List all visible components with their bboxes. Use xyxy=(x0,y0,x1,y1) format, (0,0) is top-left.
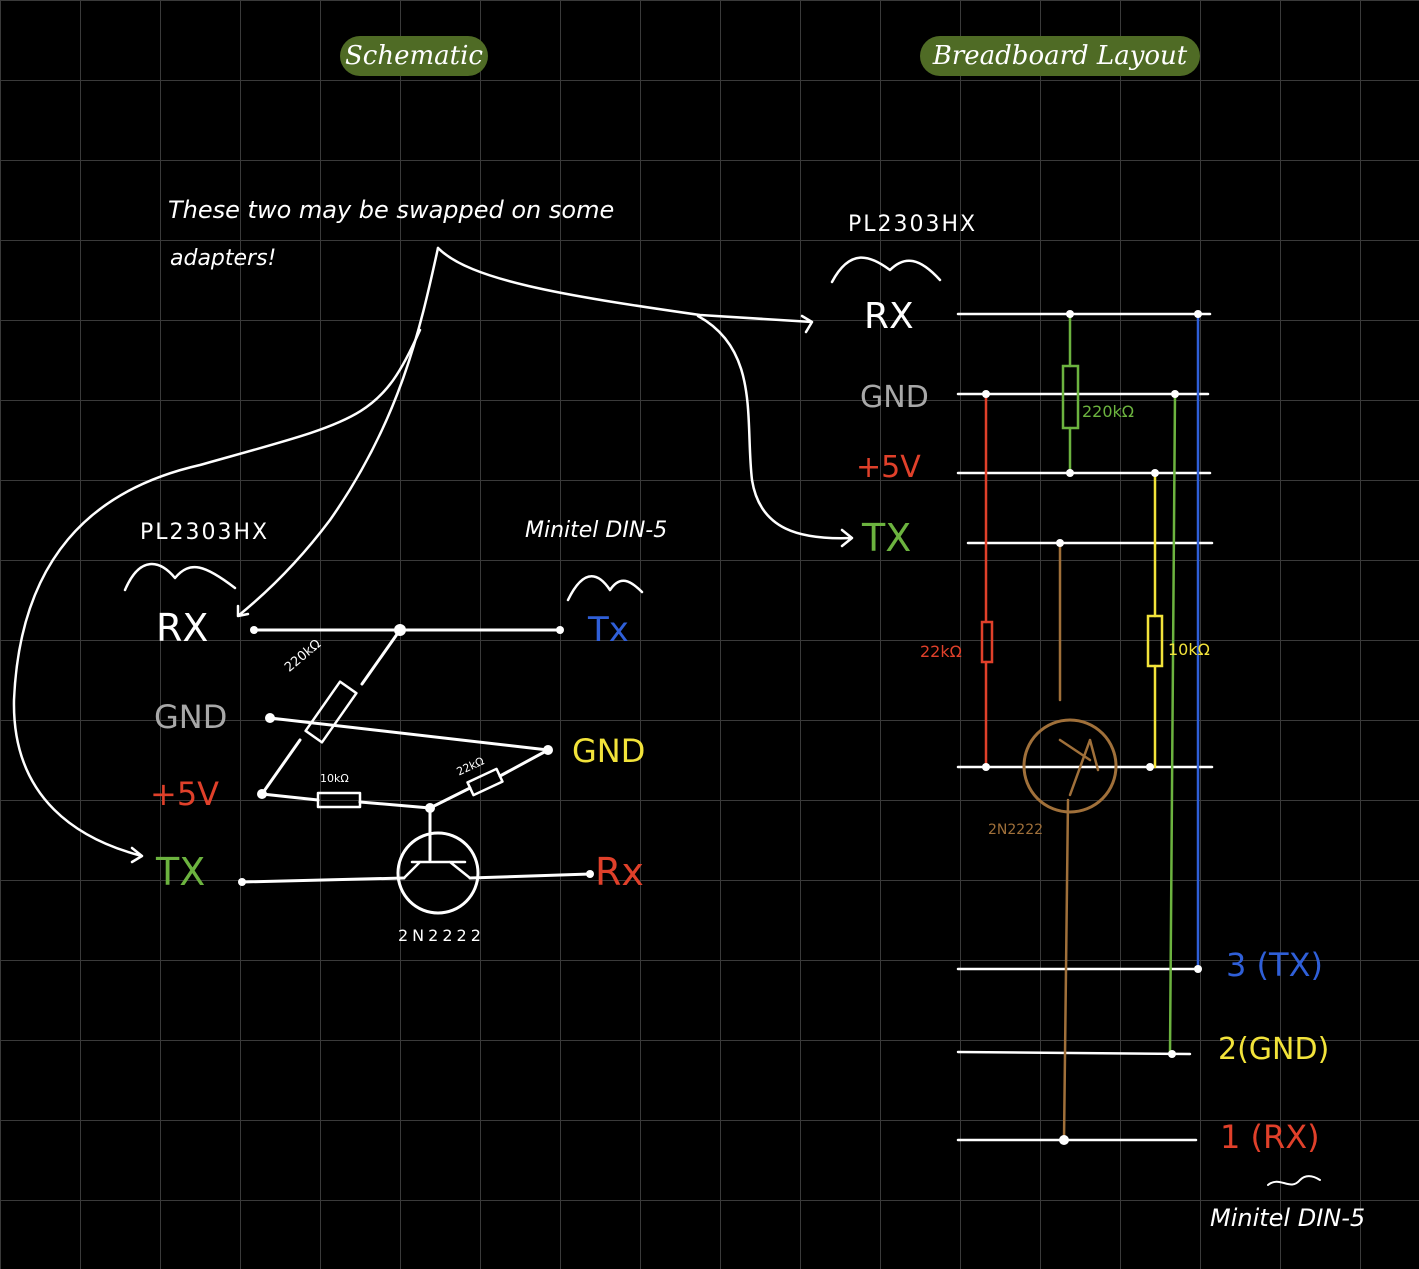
sch-minitel-rx: Rx xyxy=(595,850,644,894)
bb-10k-resistor xyxy=(1146,614,1164,668)
sch-220k-resistor xyxy=(304,680,358,744)
sch-rx-to-220k xyxy=(360,628,402,686)
swap-arrow-to-breadboard-tx xyxy=(696,314,854,548)
swap-note-line2: adapters! xyxy=(170,246,277,271)
sch-10k-resistor xyxy=(316,791,362,809)
schematic-header: Schematic xyxy=(340,36,488,76)
bb-wire-green-gnd xyxy=(1168,392,1177,1056)
swap-arrow-to-breadboard-rx xyxy=(436,246,814,334)
bb-transistor-inner xyxy=(1058,738,1100,797)
bb-din-pin1: 1 (RX) xyxy=(1220,1118,1320,1156)
schematic-minitel-squiggle xyxy=(566,575,644,602)
bb-minitel-name: Minitel DIN-5 xyxy=(1210,1204,1366,1232)
sch-10k-to-base xyxy=(358,800,432,810)
sch-pin-rx: RX xyxy=(156,606,209,650)
sch-pin-5v: +5V xyxy=(150,775,220,813)
sch-tx-wire xyxy=(240,876,406,884)
sch-minitel-gnd: GND xyxy=(572,732,646,770)
breadboard-adapter-squiggle xyxy=(830,256,942,284)
sch-base-to-22k xyxy=(428,786,472,810)
sch-minitel-rx-wire xyxy=(468,872,592,880)
sch-transistor-inner xyxy=(402,860,472,880)
sch-gnd-wire xyxy=(268,716,550,752)
sch-10k-label: 10kΩ xyxy=(320,772,349,785)
bb-rail-din2 xyxy=(956,1050,1192,1056)
bb-pin-tx: TX xyxy=(862,516,912,560)
sch-adapter-name: PL2303HX xyxy=(140,520,270,545)
swap-arrow-to-schematic-tx xyxy=(12,328,422,864)
sch-minitel-tx: Tx xyxy=(588,610,629,650)
bb-transistor-body xyxy=(1022,718,1118,814)
sch-transistor-body xyxy=(396,831,480,915)
bb-adapter-name: PL2303HX xyxy=(848,212,978,237)
sch-220k-to-5v xyxy=(260,738,302,796)
bb-din-pin3: 3 (TX) xyxy=(1226,946,1323,984)
bb-wire-brown-collector xyxy=(1062,798,1070,1142)
sch-minitel-name: Minitel DIN-5 xyxy=(525,518,668,543)
schematic-adapter-squiggle xyxy=(123,562,237,592)
bb-22k-label: 22kΩ xyxy=(920,642,962,661)
bb-pin-5v: +5V xyxy=(856,450,921,485)
sch-pin-gnd: GND xyxy=(154,698,228,736)
sch-22k-to-gnd xyxy=(498,748,550,778)
sch-pin-tx: TX xyxy=(156,850,206,894)
breadboard-minitel-squiggle xyxy=(1267,1175,1321,1186)
sch-22k-resistor xyxy=(466,767,504,797)
bb-10k-label: 10kΩ xyxy=(1168,640,1210,659)
bb-pin-gnd: GND xyxy=(860,380,929,415)
bb-220k-label: 220kΩ xyxy=(1082,402,1135,421)
bb-220k-resistor xyxy=(1061,364,1080,430)
bb-pin-rx: RX xyxy=(864,296,914,337)
bb-transistor-label: 2N2222 xyxy=(988,822,1044,838)
sch-5v-to-10k xyxy=(260,792,320,802)
bb-22k-resistor xyxy=(980,620,994,664)
bb-din-pin2: 2(GND) xyxy=(1218,1032,1330,1067)
sch-transistor-label: 2N2222 xyxy=(398,926,485,945)
breadboard-header: Breadboard Layout xyxy=(920,36,1200,76)
swap-note-line1: These two may be swapped on some xyxy=(168,196,615,224)
swap-arrow-to-schematic-rx xyxy=(236,246,440,618)
